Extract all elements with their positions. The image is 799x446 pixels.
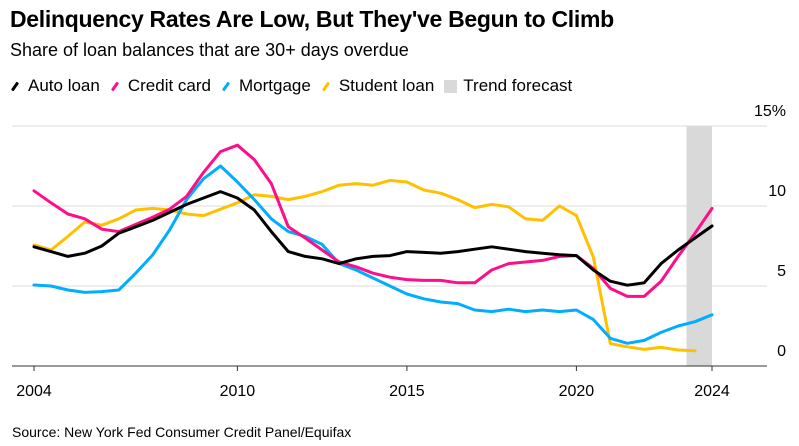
legend-label: Credit card bbox=[127, 76, 211, 95]
legend-label: Trend forecast bbox=[463, 76, 573, 95]
y-tick-label: 10 bbox=[768, 183, 786, 200]
y-tick-label: 0 bbox=[777, 343, 786, 360]
series-line-auto-loan bbox=[32, 190, 714, 287]
legend-item-student-loan: Student loan bbox=[321, 76, 434, 96]
y-tick-label: 5 bbox=[777, 263, 786, 280]
legend-label: Auto loan bbox=[28, 76, 100, 95]
series-line-student-loan bbox=[32, 178, 697, 353]
chart-subtitle: Share of loan balances that are 30+ days… bbox=[10, 40, 409, 60]
x-tick-label: 2020 bbox=[559, 383, 595, 400]
legend-item-credit-card: Credit card bbox=[110, 76, 211, 96]
forecast-band bbox=[686, 126, 712, 366]
legend-item-auto-loan: Auto loan bbox=[10, 76, 100, 96]
legend-label: Mortgage bbox=[238, 76, 311, 95]
x-tick-label: 2015 bbox=[389, 383, 425, 400]
series-line-mortgage bbox=[32, 164, 714, 345]
x-tick-label: 2010 bbox=[220, 383, 256, 400]
legend-item-trend-forecast: Trend forecast bbox=[444, 76, 572, 96]
legend-item-mortgage: Mortgage bbox=[221, 76, 311, 96]
legend-label: Student loan bbox=[338, 76, 435, 95]
x-tick-label: 2024 bbox=[694, 383, 730, 400]
legend-swatch bbox=[444, 79, 458, 93]
y-tick-label: 15% bbox=[754, 103, 786, 120]
source-note: Source: New York Fed Consumer Credit Pan… bbox=[12, 424, 352, 440]
x-tick-label: 2004 bbox=[16, 383, 52, 400]
legend: Auto loan Credit card Mortgage Student l… bbox=[10, 76, 582, 96]
chart-title: Delinquency Rates Are Low, But They've B… bbox=[10, 6, 614, 32]
